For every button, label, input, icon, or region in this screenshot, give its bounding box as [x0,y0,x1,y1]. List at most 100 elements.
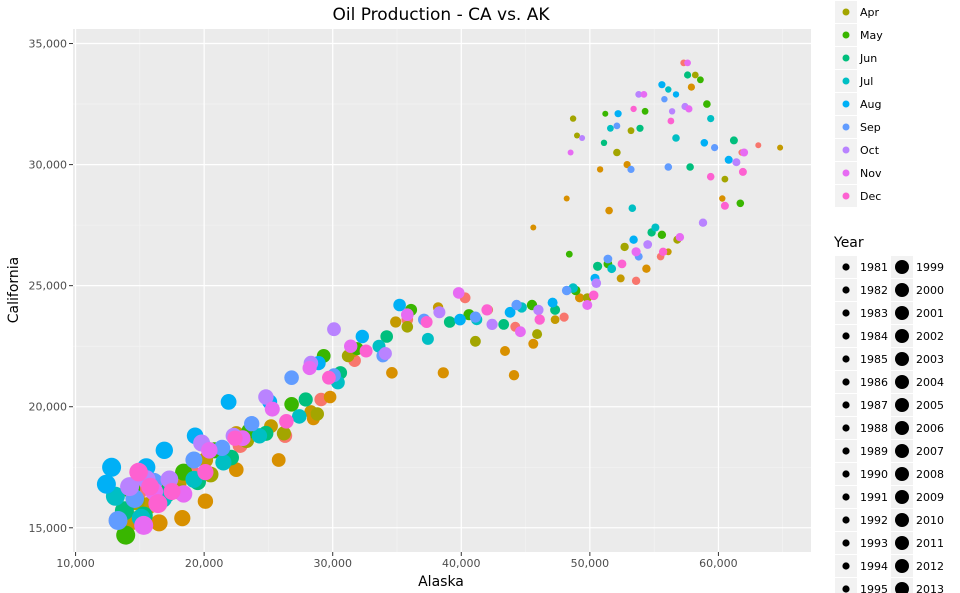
legend-label: Apr [860,6,880,19]
data-point [185,451,203,469]
data-point [150,514,168,532]
legend-size-swatch [842,493,850,501]
data-point [378,347,392,360]
data-point [433,306,446,319]
data-point [613,122,621,130]
data-point [251,428,268,444]
data-point [344,339,358,353]
data-point [642,264,651,273]
data-point [244,416,260,432]
x-axis-ticks: 10,000 20,000 30,000 40,000 50,000 60,000 [56,552,738,570]
data-point [593,261,603,271]
data-point [470,335,481,347]
data-point [386,367,398,379]
data-point [755,142,762,149]
legend-color-swatch [842,169,850,177]
legend-label: 1984 [860,330,888,343]
data-point [292,409,307,424]
x-tick-label: 40,000 [442,557,481,570]
data-point [327,322,341,337]
data-point [215,454,232,471]
data-point [120,477,140,497]
data-point [738,167,747,176]
data-point [129,462,148,482]
legend-label: 2010 [916,514,944,527]
data-point [390,316,402,328]
data-point [220,394,237,410]
legend-label: Oct [860,144,880,157]
data-point [627,127,635,135]
data-point [574,132,580,139]
data-point [530,224,537,231]
legend-size-swatch [842,585,850,593]
data-point [640,91,648,98]
legend-size-swatch [842,470,850,478]
legend-label: 1982 [860,284,888,297]
legend-label: 1983 [860,307,888,320]
legend-label: Nov [860,167,882,180]
x-tick-label: 60,000 [699,557,738,570]
data-point [661,96,668,103]
data-point [613,148,621,157]
data-point [675,233,685,242]
legend-label: 1989 [860,445,888,458]
legend-label: 2007 [916,445,944,458]
legend-label: 2002 [916,330,944,343]
data-point [614,110,622,118]
legend-size-swatch [895,398,909,412]
data-point [603,254,613,264]
size-legend-title: Year [833,235,864,251]
data-point [736,199,745,208]
data-point [720,201,729,210]
legend-size-swatch [842,332,850,340]
legend-label: 1988 [860,422,888,435]
y-tick-label: 20,000 [29,401,68,414]
legend-label: 1995 [860,583,888,593]
data-point [421,332,434,345]
legend-color-swatch [842,77,850,85]
legend-size-swatch [842,447,850,455]
data-point [629,235,638,244]
data-point [672,91,680,98]
data-point [359,344,373,358]
legend-label: Aug [860,98,881,111]
data-point [454,313,466,326]
data-point [380,330,394,343]
data-points [96,59,784,545]
data-point [740,148,749,157]
legend-label: Dec [860,190,881,203]
legend-size-swatch [895,306,909,320]
data-point [636,124,644,132]
legend-color-swatch [842,146,850,154]
data-point [635,91,643,98]
data-point [703,100,711,108]
legend-size-swatch [895,375,909,389]
legend-size-swatch [895,490,909,504]
legend-size-swatch [895,329,909,343]
legend-size-swatch [895,582,909,593]
legend-label: 2013 [916,583,944,593]
data-point [721,175,729,183]
legend-size-swatch [895,283,909,297]
data-point [700,139,709,147]
x-tick-label: 30,000 [313,557,352,570]
data-point [508,370,520,381]
legend-label: 2000 [916,284,944,297]
legend-color-swatch [842,31,850,39]
legend-size-swatch [895,421,909,435]
data-point [729,136,738,145]
data-point [630,105,637,113]
data-point [452,287,465,299]
data-point [486,318,498,330]
legend-label: 2012 [916,560,944,573]
data-point [401,321,414,333]
data-point [657,230,667,239]
data-point [631,276,641,285]
data-point [148,494,168,514]
month-legend: Apr May Jun Jul Aug Sep Oct Nov Dec [835,1,883,207]
y-tick-label: 15,000 [29,522,68,535]
data-point [420,316,433,328]
legend-size-swatch [842,355,850,363]
data-point [567,149,574,156]
